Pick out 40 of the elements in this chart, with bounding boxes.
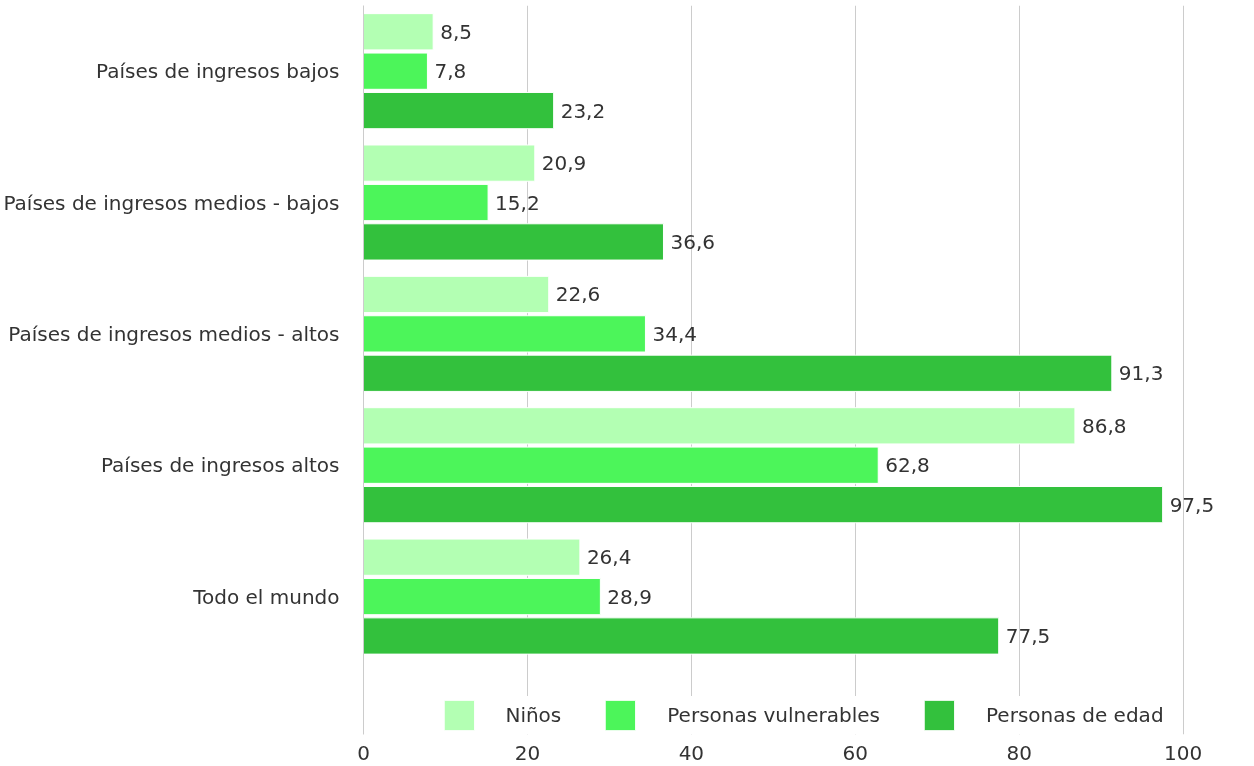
- bar: [363, 617, 1000, 655]
- data-label: 26,4: [586, 545, 632, 570]
- bar: [363, 223, 664, 261]
- data-label: 7,8: [434, 59, 467, 84]
- data-label: 36,6: [670, 229, 716, 254]
- bar: [363, 486, 1164, 524]
- data-label: 97,5: [1169, 492, 1215, 517]
- data-label: 23,2: [560, 98, 606, 123]
- x-tick-label: 100: [1164, 740, 1203, 765]
- bar: [363, 354, 1113, 392]
- x-tick-label: 80: [1006, 740, 1032, 765]
- data-label: 86,8: [1081, 413, 1127, 438]
- legend-label: Niños: [505, 703, 562, 727]
- data-label: 34,4: [652, 321, 697, 346]
- y-tick-label: Países de ingresos medios - bajos: [3, 190, 340, 215]
- x-tick-label: 40: [678, 740, 705, 765]
- data-label: 22,6: [555, 282, 601, 307]
- data-label: 8,5: [440, 19, 472, 44]
- data-label: 15,2: [495, 190, 540, 215]
- y-tick-label: Países de ingresos altos: [100, 453, 340, 478]
- data-label: 77,5: [1005, 623, 1051, 648]
- bar: [363, 538, 581, 576]
- bar: [363, 91, 555, 130]
- bar: [363, 183, 489, 222]
- legend-label: Personas vulnerables: [667, 703, 881, 727]
- x-tick-label: 20: [514, 740, 541, 765]
- y-tick-label: Países de ingresos medios - altos: [8, 321, 340, 346]
- bar: [363, 315, 646, 353]
- x-tick-label: 60: [842, 740, 868, 765]
- bar: [363, 577, 601, 616]
- data-label: 28,9: [607, 584, 652, 609]
- data-label: 20,9: [541, 151, 587, 176]
- y-tick-label: Todo el mundo: [192, 584, 340, 609]
- data-label: 91,3: [1118, 361, 1164, 386]
- bar: [363, 144, 536, 182]
- data-label: 62,8: [885, 453, 930, 478]
- y-tick-label: Países de ingresos bajos: [96, 59, 340, 84]
- legend-label: Personas de edad: [986, 703, 1164, 727]
- bar: [363, 275, 550, 314]
- x-tick-label: 0: [357, 740, 370, 765]
